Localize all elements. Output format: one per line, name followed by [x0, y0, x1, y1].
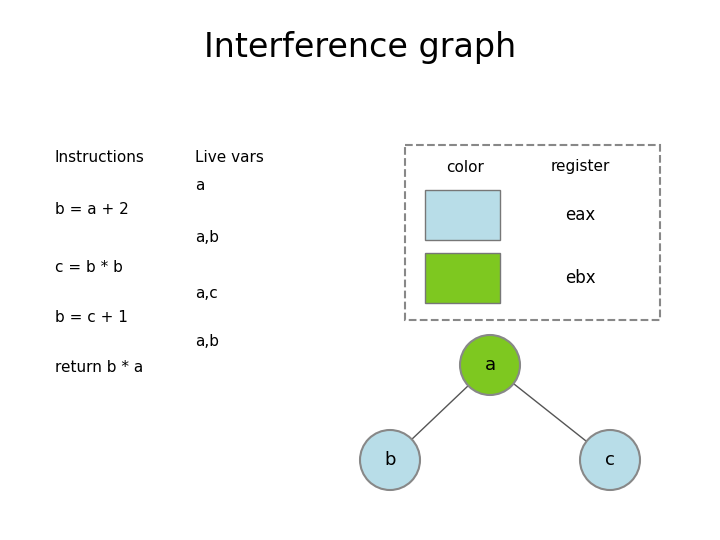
Circle shape: [460, 335, 520, 395]
Text: ebx: ebx: [564, 269, 595, 287]
Circle shape: [580, 430, 640, 490]
Text: a,b: a,b: [195, 231, 219, 246]
Text: Instructions: Instructions: [55, 151, 145, 165]
Text: return b * a: return b * a: [55, 361, 143, 375]
Text: register: register: [550, 159, 610, 174]
Text: color: color: [446, 159, 484, 174]
Text: a: a: [485, 356, 495, 374]
FancyBboxPatch shape: [425, 253, 500, 303]
Text: a,c: a,c: [195, 286, 217, 300]
Circle shape: [360, 430, 420, 490]
Text: Interference graph: Interference graph: [204, 31, 516, 64]
FancyBboxPatch shape: [425, 190, 500, 240]
Text: c = b * b: c = b * b: [55, 260, 123, 275]
Text: a,b: a,b: [195, 334, 219, 349]
Text: Live vars: Live vars: [195, 151, 264, 165]
Text: eax: eax: [565, 206, 595, 224]
Text: c: c: [605, 451, 615, 469]
Text: b = a + 2: b = a + 2: [55, 202, 129, 218]
Text: b: b: [384, 451, 396, 469]
Text: a: a: [195, 178, 204, 192]
Text: b = c + 1: b = c + 1: [55, 310, 128, 326]
